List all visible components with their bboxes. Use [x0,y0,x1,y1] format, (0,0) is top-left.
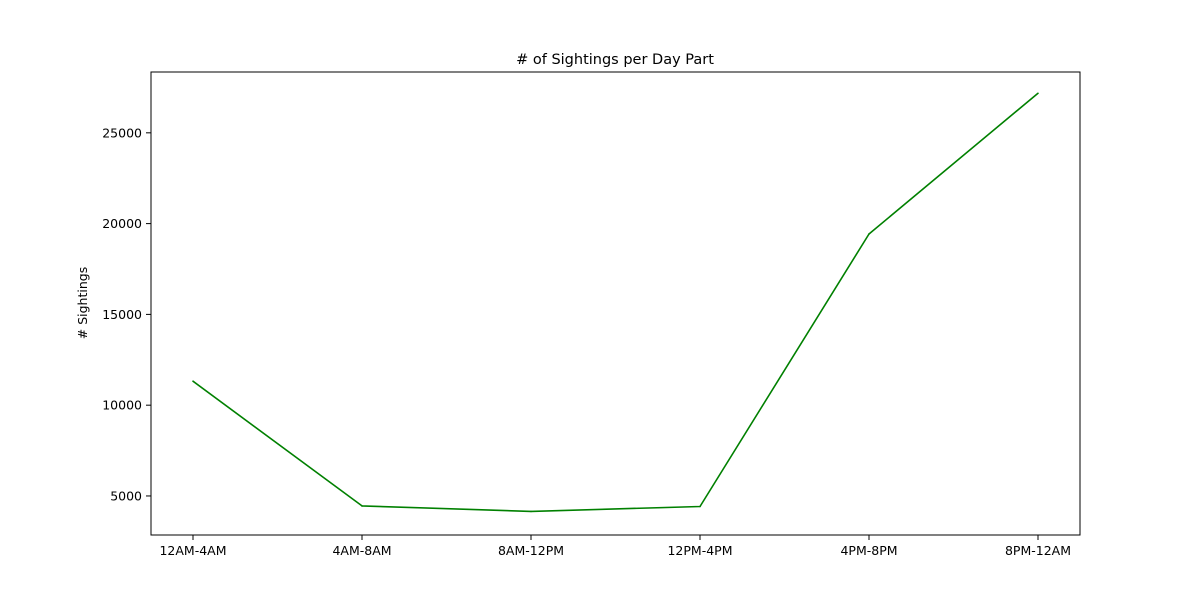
y-tick-label: 5000 [110,488,142,503]
y-axis-label: # Sightings [75,267,90,339]
y-tick-label: 15000 [102,307,142,322]
chart-title: # of Sightings per Day Part [516,52,714,68]
x-tick-label: 4AM-8AM [332,543,391,558]
data-point [192,380,194,383]
data-point [361,505,363,507]
y-tick-label: 10000 [102,398,142,413]
series-line [192,92,1039,513]
data-point [530,510,532,513]
axis-ticks: 12AM-4AM 4AM-8AM 8AM-12PM 12PM-4PM 4PM-8PM 8P… [102,125,1071,558]
data-point [1037,92,1039,95]
x-tick-label: 4PM-8PM [840,543,897,558]
series-layer [192,92,1039,513]
y-tick-label: 20000 [102,216,142,231]
x-tick-label: 8AM-12PM [498,543,564,558]
data-point [868,233,870,235]
x-tick-label: 12PM-4PM [667,543,732,558]
x-tick-label: 12AM-4AM [159,543,226,558]
data-point [699,505,701,508]
plot-area-frame [150,71,1081,536]
x-tick-label: 8PM-12AM [1005,543,1071,558]
y-tick-label: 25000 [102,125,142,140]
